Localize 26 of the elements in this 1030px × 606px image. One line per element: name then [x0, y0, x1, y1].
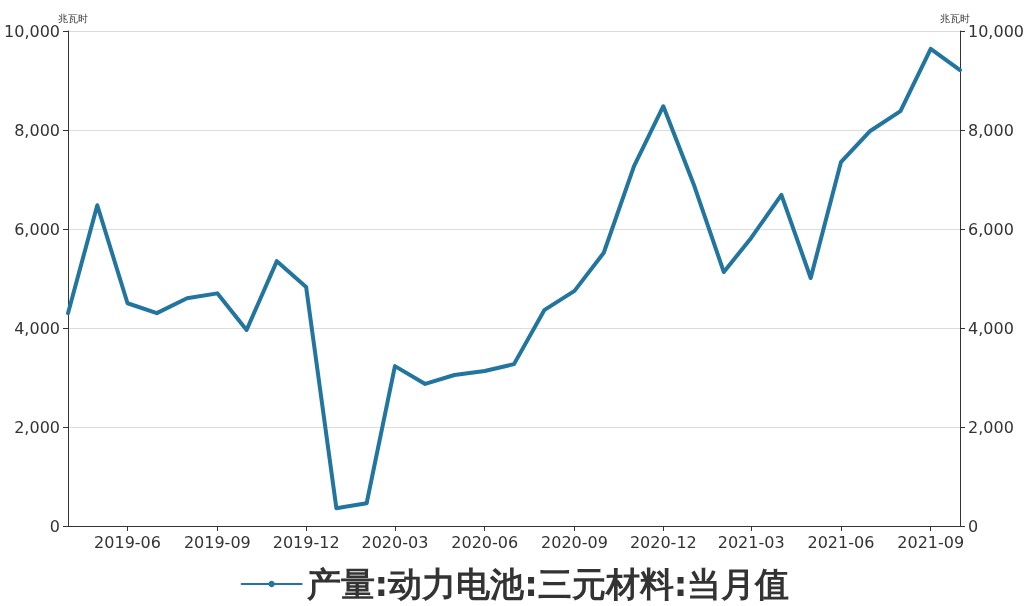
y2-tick-label: 2,000 [968, 417, 1014, 437]
y-tick-label: 10,000 [4, 21, 60, 41]
y-tick-label: 0 [49, 516, 60, 536]
x-tick-label: 2021-03 [717, 532, 785, 552]
line-series [66, 46, 962, 511]
y-tick-label: 8,000 [14, 120, 60, 140]
x-tick-label: 2019-06 [94, 532, 161, 552]
y2-tick-label: 0 [968, 516, 979, 536]
x-tick-label: 2019-09 [183, 532, 251, 552]
x-tick-label: 2020-12 [629, 532, 697, 552]
x-tick-label: 2021-09 [897, 532, 965, 552]
x-tick-label: 2019-12 [272, 532, 340, 552]
y-tick-label: 4,000 [14, 318, 60, 338]
y-tick-label: 2,000 [14, 417, 60, 437]
y2-axis-title: 兆瓦时 [940, 12, 970, 24]
y2-tick-label: 6,000 [968, 219, 1014, 239]
x-tick-label: 2020-09 [541, 532, 608, 552]
y2-tick-label: 4,000 [968, 318, 1014, 338]
x-tick-label: 2020-06 [451, 532, 519, 552]
y-axis-title: 兆瓦时 [58, 12, 88, 24]
y2-tick-label: 8,000 [968, 120, 1014, 140]
y2-tick-label: 10,000 [968, 21, 1024, 41]
x-tick-label: 2021-06 [807, 532, 875, 552]
x-tick-label: 2020-03 [361, 532, 429, 552]
legend-label: 产量:动力电池:三元材料:当月值 [305, 564, 790, 604]
y-tick-label: 6,000 [14, 219, 60, 239]
